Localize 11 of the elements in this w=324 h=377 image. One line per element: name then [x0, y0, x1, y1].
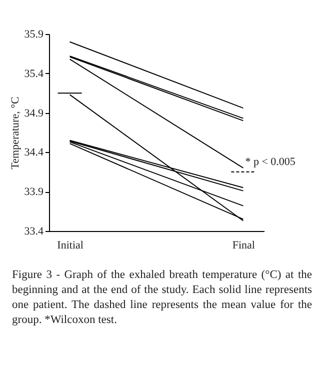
caption: Figure 3 - Graph of the exhaled breath temperature (°C) at the beginning and at the end of the study. Each solid line represents one patient. The dashed line represents the mean value for the group. *Wilcoxon test.	[12, 268, 312, 328]
x-tick-label: Initial	[57, 240, 84, 252]
y-tick-label: 35.9	[24, 28, 44, 40]
y-tick-label: 33.4	[24, 226, 44, 238]
y-axis-title: Temperature, °C	[9, 96, 22, 170]
x-tick-label: Final	[232, 240, 256, 252]
y-tick-label: 33.9	[24, 186, 44, 198]
annotation: * p < 0.005	[245, 156, 296, 168]
y-tick-label: 35.4	[24, 68, 44, 80]
y-tick-label: 34.9	[24, 107, 44, 120]
y-tick-label: 34.4	[24, 146, 44, 159]
